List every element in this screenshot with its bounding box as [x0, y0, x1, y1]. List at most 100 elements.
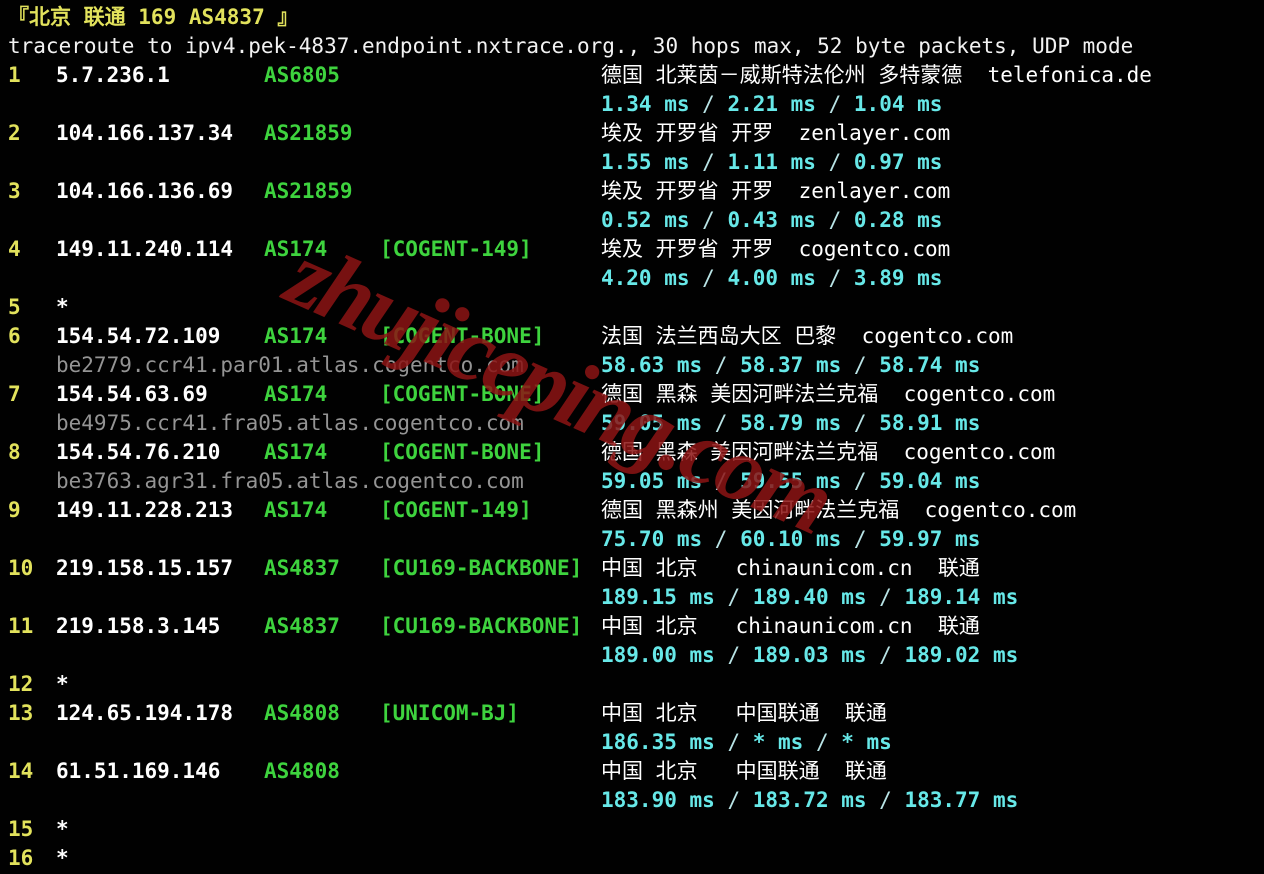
hop-latency: 75.70 ms / 60.10 ms / 59.97 ms — [601, 525, 980, 554]
latency-separator: / — [714, 730, 753, 754]
latency-value: 58.63 ms — [601, 353, 703, 377]
hop-ip: 61.51.169.146 — [56, 759, 221, 783]
hop-detail-row: 75.70 ms / 60.10 ms / 59.97 ms — [0, 525, 1264, 554]
hop-ip: 154.54.63.69 — [56, 382, 208, 406]
hop-detail-row: be2779.ccr41.par01.atlas.cogentco.com 58.… — [0, 351, 1264, 380]
latency-separator: / — [702, 527, 741, 551]
latency-value: 189.14 ms — [904, 585, 1019, 609]
hop-geo-info: 法国 法兰西岛大区 巴黎 cogentco.com — [601, 324, 1014, 348]
hop-latency: 59.05 ms / 58.79 ms / 58.91 ms — [601, 409, 980, 438]
latency-value: 59.55 ms — [740, 469, 842, 493]
latency-separator: / — [714, 788, 753, 812]
hop-asn: AS6805 — [264, 63, 340, 87]
hop-latency: 1.34 ms / 2.21 ms / 1.04 ms — [601, 90, 942, 119]
hop-detail-row: be4975.ccr41.fra05.atlas.cogentco.com 59.… — [0, 409, 1264, 438]
hop-asn: AS21859 — [264, 179, 353, 203]
hop-geo-info: 德国 北莱茵－威斯特法伦州 多特蒙德 telefonica.de — [601, 63, 1152, 87]
latency-separator: / — [803, 730, 842, 754]
latency-separator: / — [815, 266, 854, 290]
hop-latency: 189.15 ms / 189.40 ms / 189.14 ms — [601, 583, 1018, 612]
hop-detail-row: 1.34 ms / 2.21 ms / 1.04 ms — [0, 90, 1264, 119]
hop-row: 16 * — [0, 844, 1264, 873]
latency-value: 2.21 ms — [727, 92, 816, 116]
latency-value: 189.15 ms — [601, 585, 715, 609]
hop-geo-info: 德国 黑森 美因河畔法兰克福 cogentco.com — [601, 440, 1056, 464]
traceroute-command-line: traceroute to ipv4.pek-4837.endpoint.nxt… — [8, 34, 1134, 58]
hop-number: 14 — [8, 759, 34, 783]
hop-ip: 5.7.236.1 — [56, 63, 170, 87]
hop-geo-info: 中国 北京 中国联通 联通 — [601, 759, 887, 783]
latency-value: 60.10 ms — [740, 527, 842, 551]
hop-latency: 186.35 ms / * ms / * ms — [601, 728, 892, 757]
hop-asn-tag: [COGENT-149] — [380, 498, 532, 522]
latency-value: 1.55 ms — [601, 150, 690, 174]
hop-latency: 183.90 ms / 183.72 ms / 183.77 ms — [601, 786, 1018, 815]
hop-ip: 149.11.240.114 — [56, 237, 234, 261]
hop-geo-info: 埃及 开罗省 开罗 cogentco.com — [601, 237, 951, 261]
hop-asn: AS4808 — [264, 759, 340, 783]
latency-value: 0.28 ms — [853, 208, 943, 232]
latency-separator: / — [689, 208, 728, 232]
latency-value: 59.05 ms — [601, 469, 703, 493]
hop-number: 11 — [8, 614, 34, 638]
hop-detail-row: 189.00 ms / 189.03 ms / 189.02 ms — [0, 641, 1264, 670]
hop-detail-row: be3763.agr31.fra05.atlas.cogentco.com 59.… — [0, 467, 1264, 496]
hop-row: 8 154.54.76.210 AS174 [COGENT-BONE] 德国 黑森 美因… — [0, 438, 1264, 467]
hop-ip: * — [56, 846, 69, 870]
hop-asn: AS4837 — [264, 614, 340, 638]
hop-number: 1 — [8, 63, 21, 87]
latency-separator: / — [815, 208, 854, 232]
latency-value: 183.90 ms — [601, 788, 715, 812]
hop-row: 10 219.158.15.157 AS4837 [CU169-BACKBONE] 中国… — [0, 554, 1264, 583]
latency-separator: / — [841, 469, 880, 493]
latency-separator: / — [714, 585, 753, 609]
hop-asn-tag: [COGENT-BONE] — [380, 382, 545, 406]
hop-geo-info: 中国 北京 中国联通 联通 — [601, 701, 887, 725]
latency-value: 183.72 ms — [752, 788, 867, 812]
latency-separator: / — [714, 643, 753, 667]
latency-value: 1.04 ms — [853, 92, 943, 116]
hop-row: 12 * — [0, 670, 1264, 699]
hop-geo-info: 德国 黑森 美因河畔法兰克福 cogentco.com — [601, 382, 1056, 406]
latency-value: 59.04 ms — [879, 469, 981, 493]
hop-ip: * — [56, 817, 69, 841]
latency-separator: / — [702, 353, 741, 377]
hop-asn-tag: [CU169-BACKBONE] — [380, 556, 583, 580]
hop-ip: * — [56, 295, 69, 319]
hop-asn-tag: [CU169-BACKBONE] — [380, 614, 583, 638]
latency-separator: / — [689, 266, 728, 290]
latency-value: 189.02 ms — [904, 643, 1019, 667]
hop-number: 2 — [8, 121, 21, 145]
hop-row: 6 154.54.72.109 AS174 [COGENT-BONE] 法国 法兰西岛大… — [0, 322, 1264, 351]
latency-value: 4.00 ms — [727, 266, 816, 290]
latency-value: 189.03 ms — [752, 643, 867, 667]
hop-ip: 149.11.228.213 — [56, 498, 234, 522]
hop-row: 5 * — [0, 293, 1264, 322]
hop-row: 2 104.166.137.34 AS21859 埃及 开罗省 开罗 zenlayer… — [0, 119, 1264, 148]
latency-separator: / — [866, 643, 905, 667]
hop-number: 6 — [8, 324, 21, 348]
latency-value: 186.35 ms — [601, 730, 715, 754]
latency-separator: / — [866, 788, 905, 812]
latency-value: 58.37 ms — [740, 353, 842, 377]
hop-row: 15 * — [0, 815, 1264, 844]
hop-latency: 58.63 ms / 58.37 ms / 58.74 ms — [601, 351, 980, 380]
hop-rows: 1 5.7.236.1 AS6805 德国 北莱茵－威斯特法伦州 多特蒙德 telef… — [0, 61, 1264, 873]
hop-detail-row: 186.35 ms / * ms / * ms — [0, 728, 1264, 757]
hop-asn: AS174 — [264, 324, 328, 348]
hop-asn-tag: [COGENT-BONE] — [380, 440, 545, 464]
hop-row: 1 5.7.236.1 AS6805 德国 北莱茵－威斯特法伦州 多特蒙德 telef… — [0, 61, 1264, 90]
hop-row: 3 104.166.136.69 AS21859 埃及 开罗省 开罗 zenlayer… — [0, 177, 1264, 206]
hop-geo-info: 埃及 开罗省 开罗 zenlayer.com — [601, 121, 951, 145]
hop-asn: AS174 — [264, 382, 328, 406]
hop-geo-info: 德国 黑森州 美因河畔法兰克福 cogentco.com — [601, 498, 1077, 522]
latency-separator: / — [689, 150, 728, 174]
hop-ip: 124.65.194.178 — [56, 701, 234, 725]
hop-number: 7 — [8, 382, 21, 406]
latency-separator: / — [841, 411, 880, 435]
hop-number: 12 — [8, 672, 34, 696]
session-header: 『北京 联通 169 AS4837 』 — [8, 5, 299, 29]
hop-ip: 104.166.137.34 — [56, 121, 234, 145]
latency-separator: / — [841, 353, 880, 377]
latency-value: 1.11 ms — [727, 150, 816, 174]
